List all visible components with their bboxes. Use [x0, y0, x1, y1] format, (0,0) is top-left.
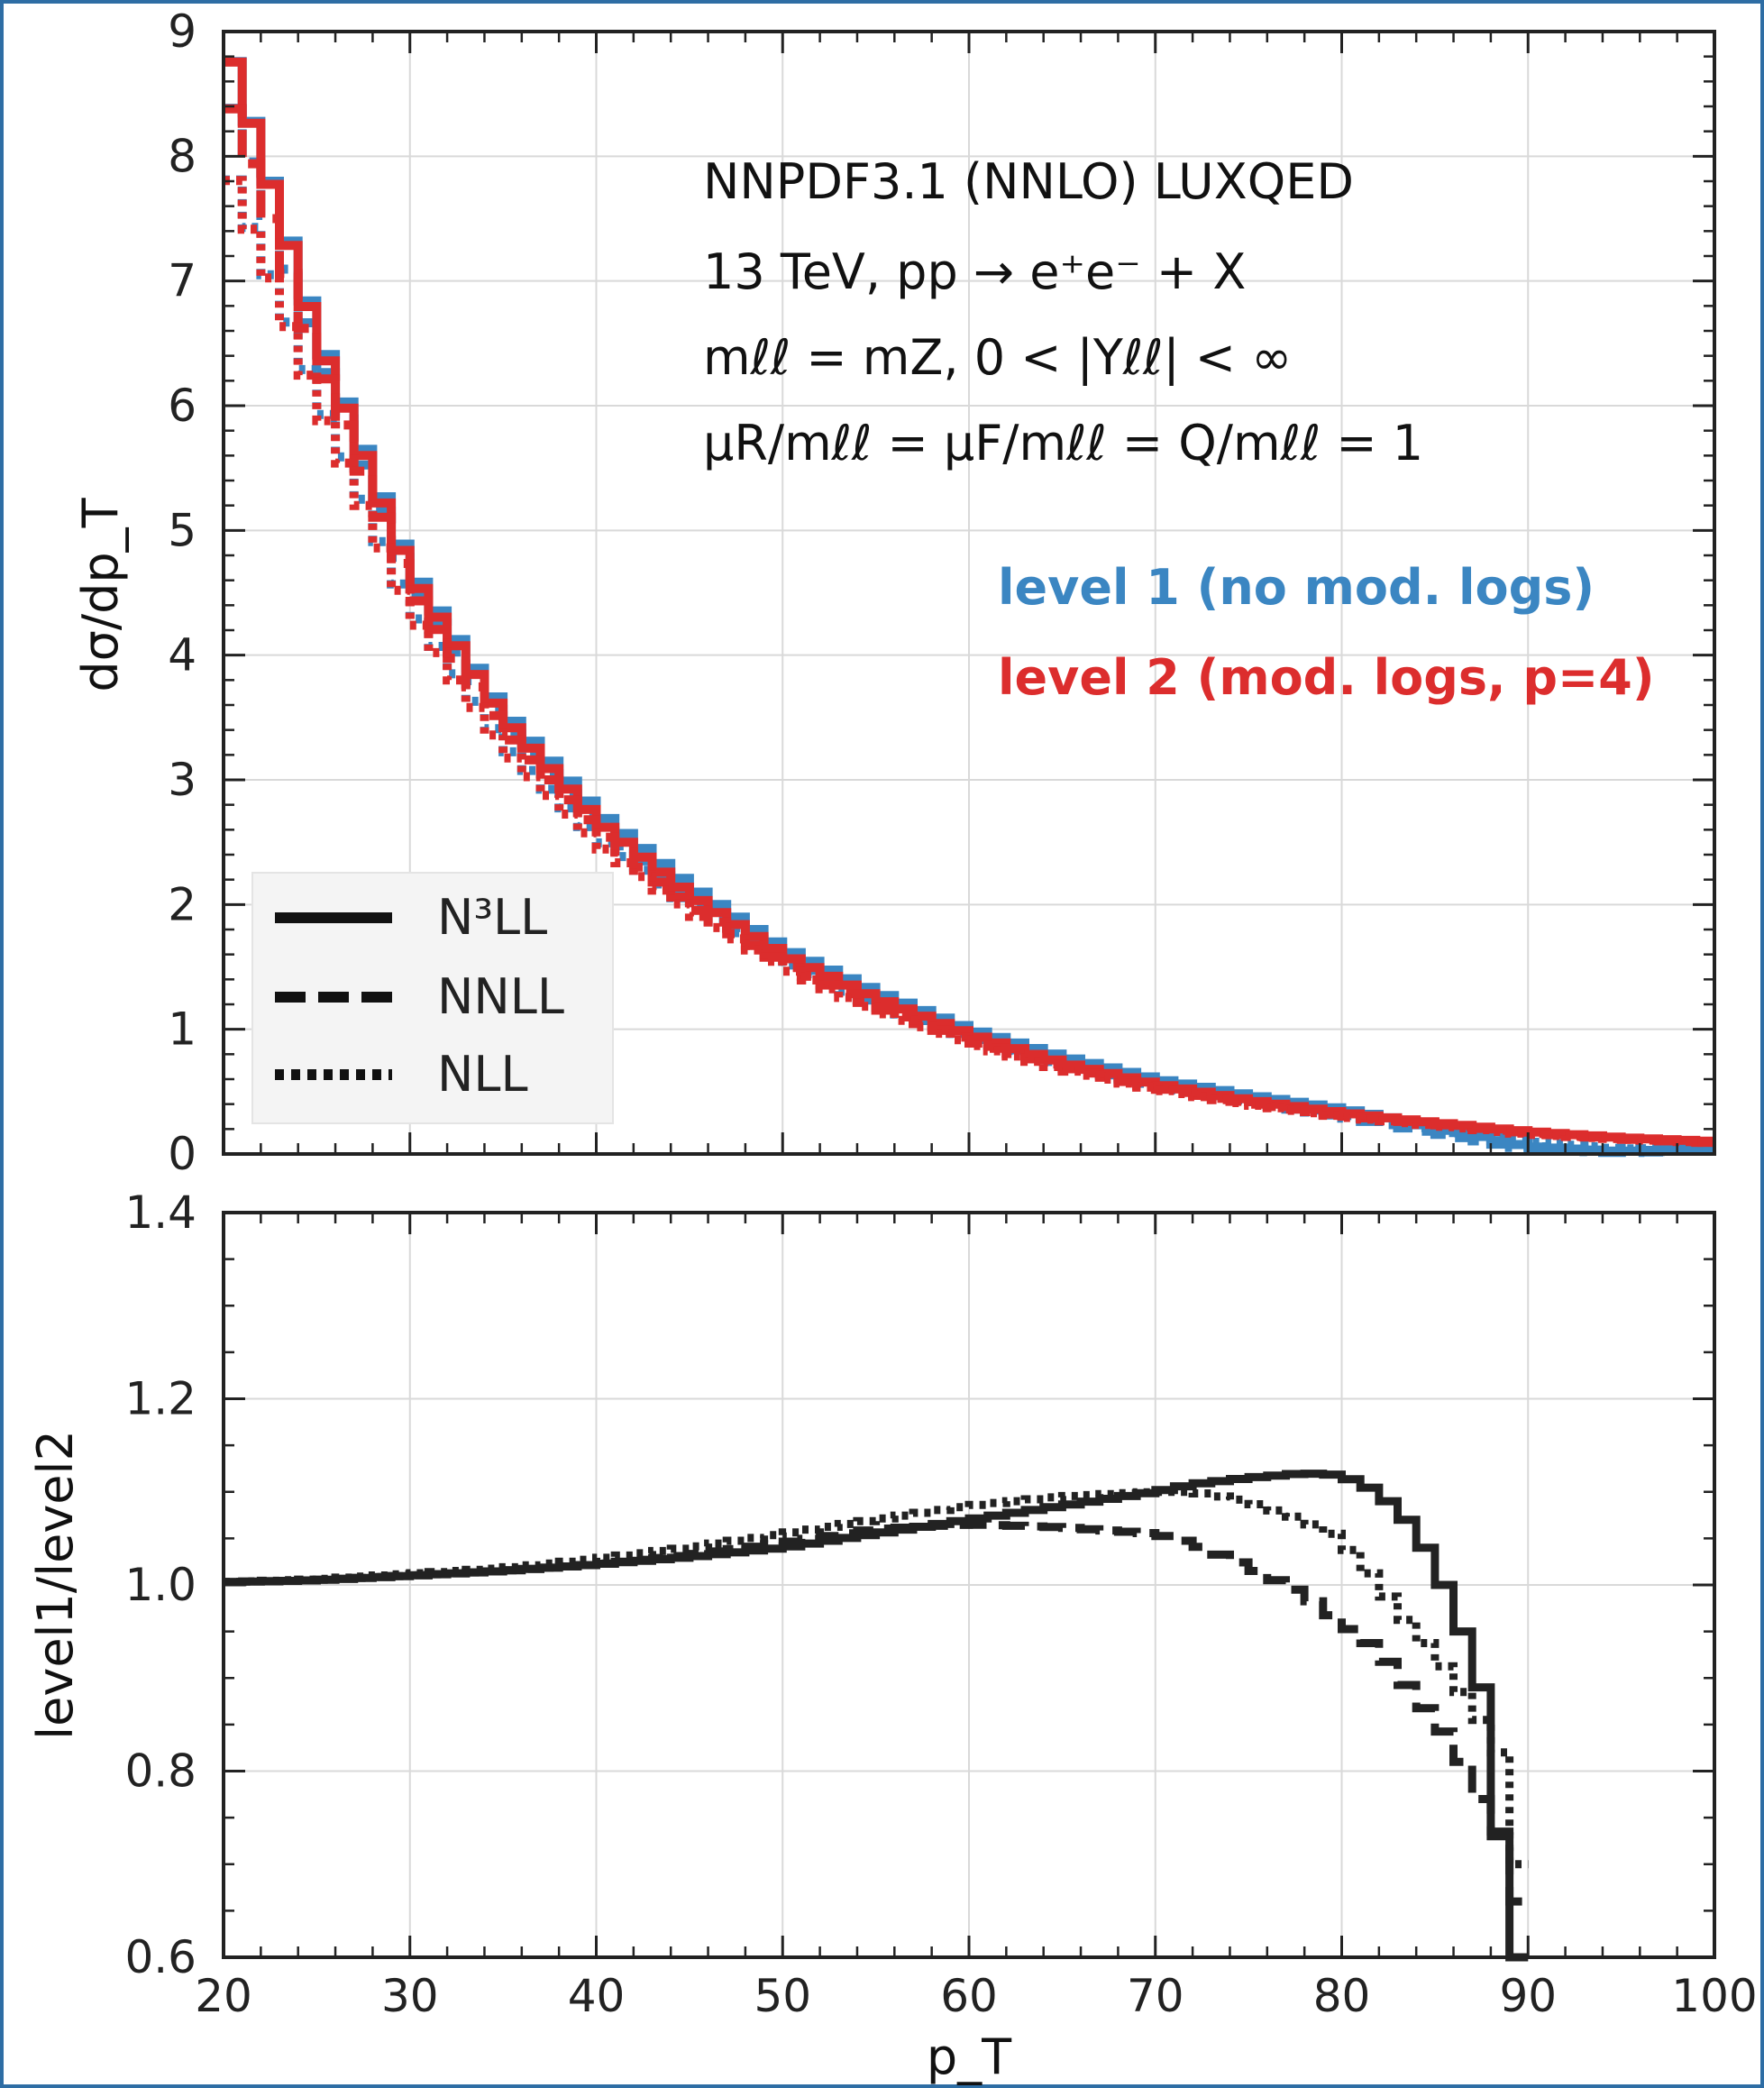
xtick-label: 30 [381, 1970, 439, 2022]
xtick-label: 70 [1127, 1970, 1184, 2022]
annotation-process: 13 TeV, pp → e⁺e⁻ + X [703, 243, 1246, 300]
bottom-series-group [224, 1470, 1529, 1962]
top-ytick-label: 1 [168, 1003, 197, 1056]
top-panel: 0 1 2 3 4 5 6 7 8 9 NNPDF3.1 (NNLO) LUXQED 13 TeV… [72, 5, 1716, 1180]
legend: N³LL NNLL NLL [251, 872, 614, 1124]
bottom-panel: 0.6 0.8 1.0 1.2 1.4 20 30 40 50 60 70 80 90 100 leve… [27, 1186, 1758, 2085]
top-ytick-labels: 0 1 2 3 4 5 6 7 8 9 [168, 5, 197, 1180]
xtick-label: 100 [1671, 1970, 1757, 2022]
xtick-label: 20 [195, 1970, 252, 2022]
top-gridlines [224, 32, 1714, 1154]
label-level1: level 1 (no mod. logs) [998, 559, 1595, 616]
legend-label-nnll: NNLL [437, 968, 564, 1025]
annotation-scales: μR/mℓℓ = μF/mℓℓ = Q/mℓℓ = 1 [703, 415, 1423, 472]
annotation-kinematics: mℓℓ = mZ, 0 < |Yℓℓ| < ∞ [703, 329, 1292, 386]
bottom-gridlines [224, 1213, 1714, 1957]
top-ticks [222, 30, 1716, 1156]
legend-label-n3ll: N³LL [437, 889, 547, 946]
top-ytick-label: 5 [168, 504, 197, 556]
bottom-series-nll-dotted [224, 1488, 1529, 1869]
top-series-group [224, 57, 1714, 1158]
legend-label-nll: NLL [437, 1046, 528, 1103]
xtick-label: 50 [754, 1970, 811, 2022]
xtick-label: 80 [1313, 1970, 1371, 2022]
xtick-label: 90 [1499, 1970, 1557, 2022]
top-ytick-label: 8 [168, 130, 197, 182]
top-ytick-label: 3 [168, 754, 197, 806]
annotation-pdf: NNPDF3.1 (NNLO) LUXQED [703, 153, 1354, 210]
top-y-axis-label: dσ/dp_T [72, 497, 129, 691]
xtick-label: 40 [568, 1970, 626, 2022]
bottom-xtick-labels: 20 30 40 50 60 70 80 90 100 [195, 1970, 1758, 2022]
bottom-ytick-label: 1.4 [124, 1186, 197, 1239]
xtick-label: 60 [940, 1970, 998, 2022]
top-series-nll-dotted-level2 [224, 176, 1714, 1148]
bottom-ytick-label: 1.0 [124, 1559, 197, 1611]
bottom-ytick-label: 0.6 [124, 1931, 197, 1983]
bottom-y-axis-label: level1/level2 [27, 1430, 84, 1740]
bottom-series-nnll-dashed [224, 1520, 1529, 1906]
bottom-ticks [222, 1211, 1716, 1959]
top-ytick-label: 0 [168, 1128, 197, 1180]
top-ytick-label: 2 [168, 878, 197, 930]
bottom-ytick-label: 0.8 [124, 1745, 197, 1798]
top-ytick-label: 6 [168, 380, 197, 432]
top-ytick-label: 4 [168, 629, 197, 682]
top-ytick-label: 7 [168, 255, 197, 307]
bottom-ytick-labels: 0.6 0.8 1.0 1.2 1.4 [124, 1186, 197, 1983]
top-ytick-label: 9 [168, 5, 197, 58]
bottom-ytick-label: 1.2 [124, 1373, 197, 1425]
bottom-series-n-ll-solid [224, 1470, 1529, 1962]
x-axis-label: p_T [927, 2028, 1012, 2085]
label-level2: level 2 (mod. logs, p=4) [998, 649, 1655, 706]
